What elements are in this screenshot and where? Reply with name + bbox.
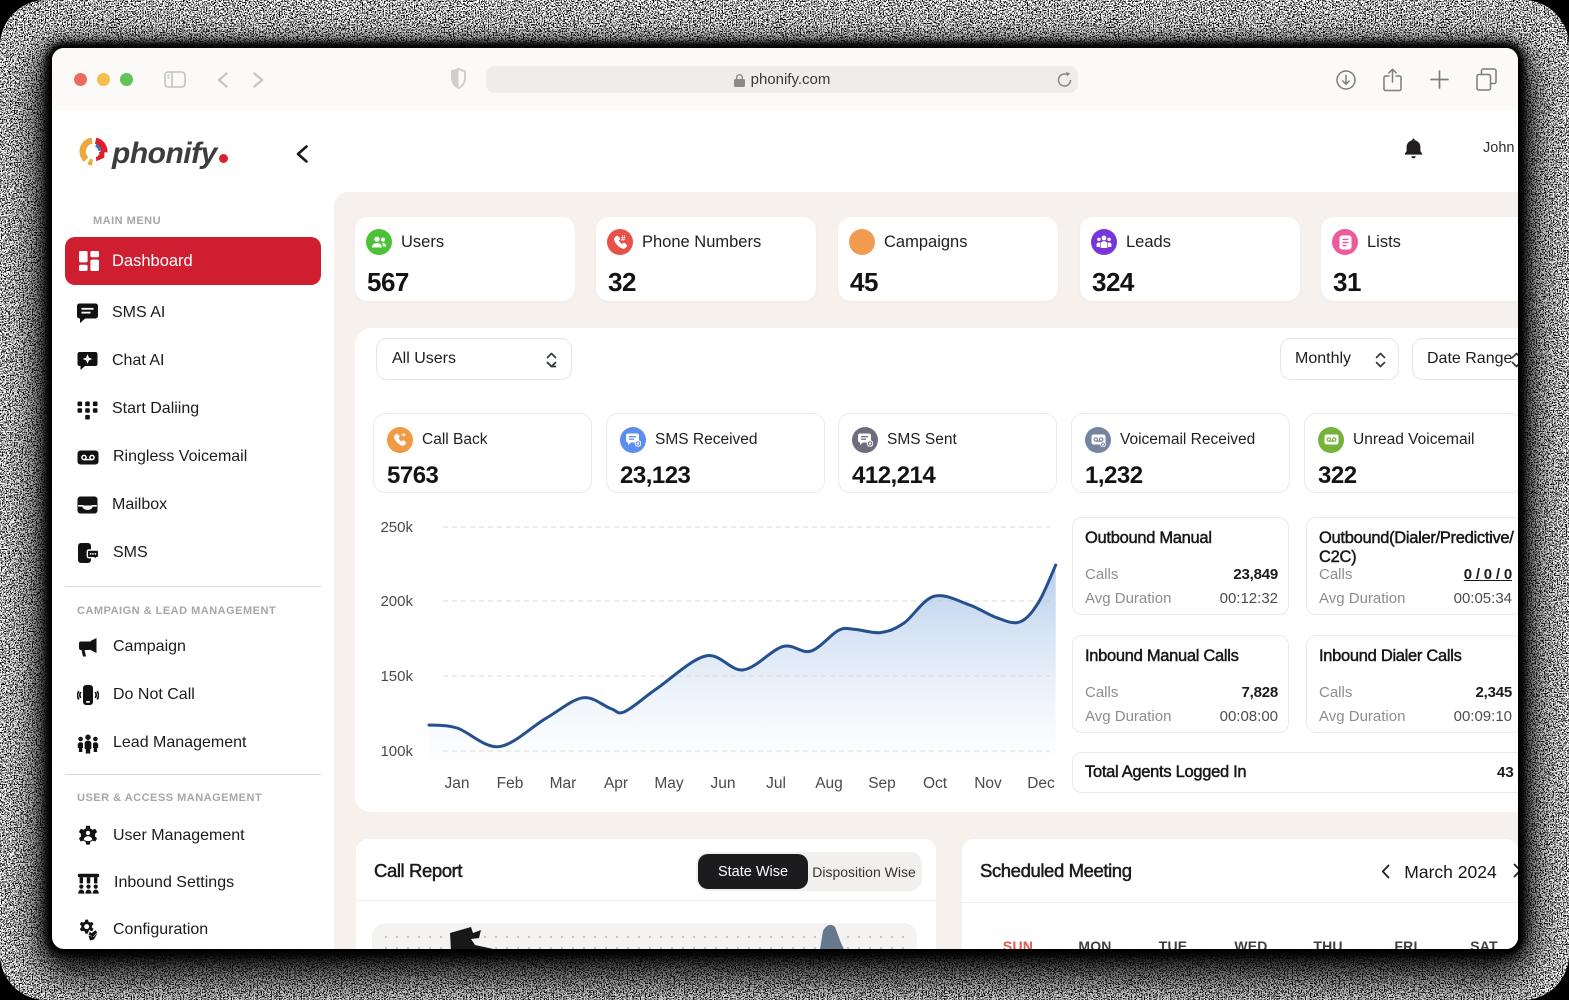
svg-text:Feb: Feb [497,775,524,792]
svg-text:Jul: Jul [766,775,786,792]
svg-text:Dec: Dec [1027,775,1055,792]
svg-text:Mar: Mar [550,775,577,792]
svg-text:250k: 250k [380,519,413,536]
svg-text:Jun: Jun [711,775,736,792]
svg-text:150k: 150k [380,668,413,685]
svg-text:200k: 200k [380,593,413,610]
svg-text:#: # [621,235,626,243]
svg-text:Sep: Sep [868,775,896,792]
svg-text:Oct: Oct [923,775,948,792]
svg-text:100k: 100k [380,743,413,760]
svg-text:May: May [654,775,684,792]
svg-text:Apr: Apr [604,775,628,792]
svg-text:Aug: Aug [815,775,843,792]
svg-text:Nov: Nov [974,775,1002,792]
svg-text:Jan: Jan [445,775,470,792]
